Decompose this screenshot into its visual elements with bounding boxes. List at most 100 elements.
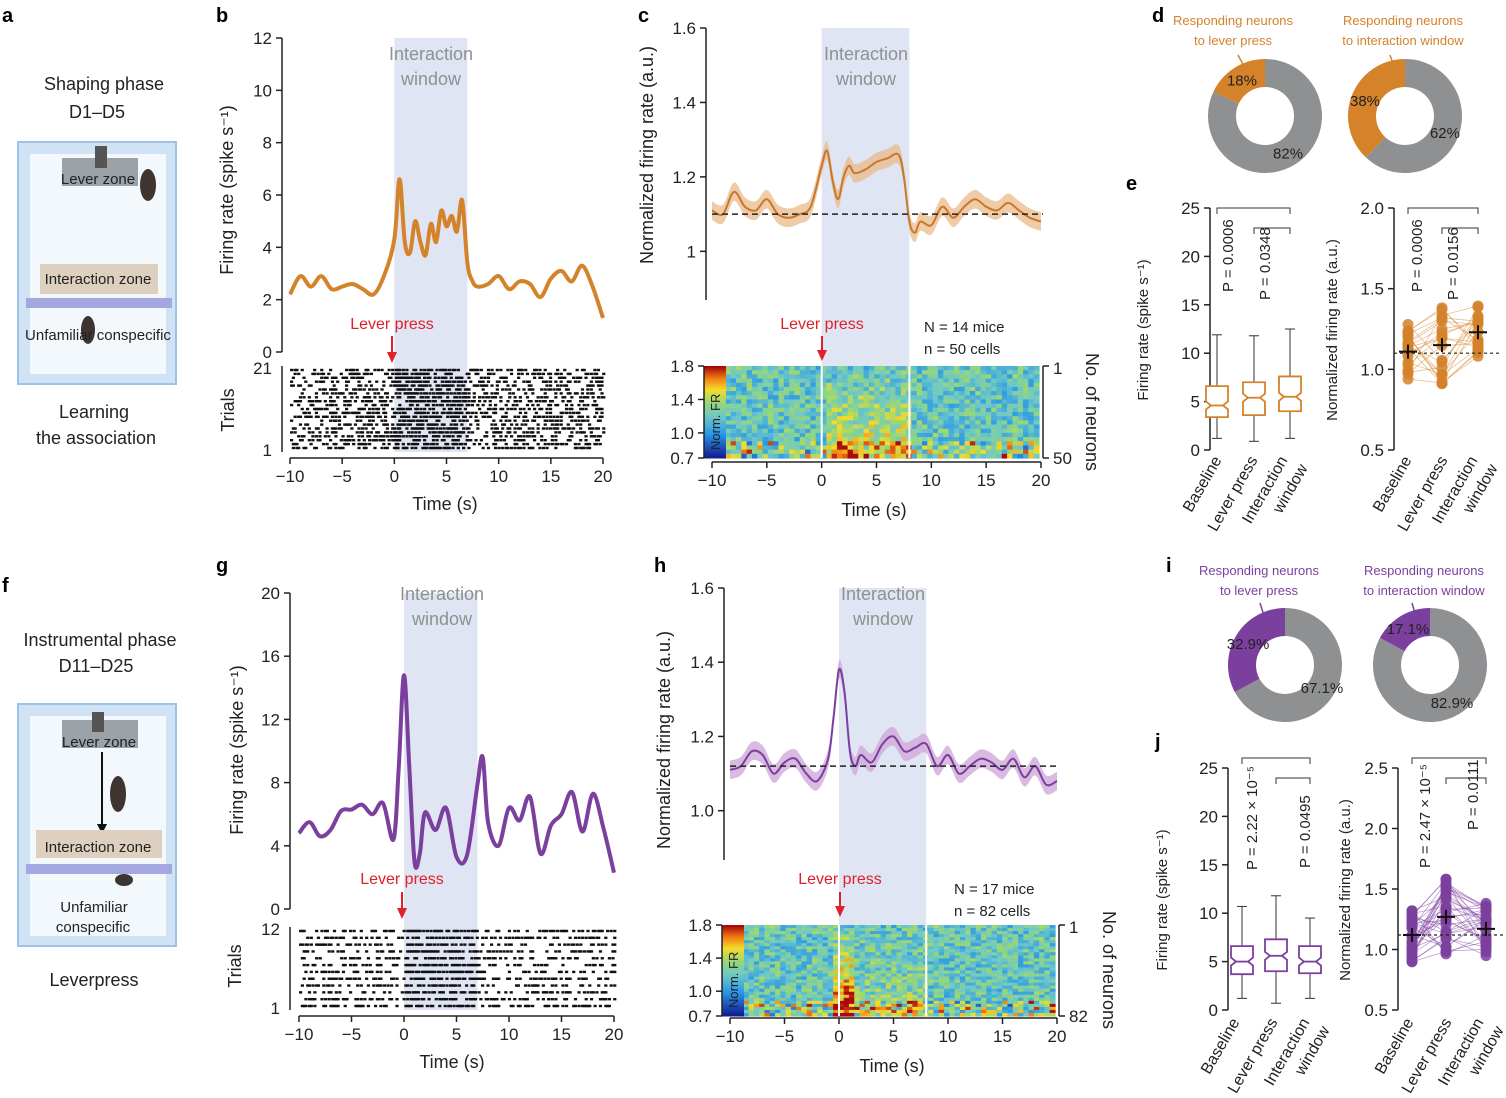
heatmap-cell bbox=[842, 428, 849, 434]
heatmap-cell bbox=[953, 395, 960, 401]
heatmap-cell bbox=[741, 453, 748, 459]
lever-zone-label: Lever zone bbox=[62, 734, 136, 751]
heatmap-cell bbox=[954, 925, 961, 929]
spike-mark bbox=[447, 446, 452, 450]
spike-mark bbox=[589, 384, 593, 387]
heatmap-cell bbox=[953, 420, 960, 426]
heatmap-cell bbox=[794, 399, 801, 405]
heatmap-cell bbox=[806, 946, 813, 950]
heatmap-cell bbox=[891, 961, 898, 966]
spike-mark bbox=[419, 388, 423, 391]
heatmap-cell bbox=[879, 437, 886, 442]
spike-mark bbox=[476, 419, 480, 422]
spike-mark bbox=[293, 368, 297, 372]
heatmap-cell bbox=[843, 961, 850, 966]
spike-mark bbox=[357, 388, 361, 391]
interaction-label-2: window bbox=[852, 609, 914, 629]
heatmap-cell bbox=[780, 940, 787, 944]
heatmap-cell bbox=[848, 952, 855, 956]
heatmap-cell bbox=[773, 420, 780, 426]
heatmap-cell bbox=[1028, 374, 1035, 380]
x-axis-label: Time (s) bbox=[419, 1052, 484, 1072]
spike-mark bbox=[470, 963, 474, 967]
heatmap-cell bbox=[870, 949, 876, 953]
spike-mark bbox=[332, 419, 336, 422]
heatmap-cell bbox=[785, 937, 792, 941]
heatmap-cell bbox=[1018, 961, 1024, 966]
heatmap-cell bbox=[767, 441, 774, 447]
heatmap-cell bbox=[1033, 374, 1040, 380]
spike-mark bbox=[552, 1004, 556, 1008]
heatmap-cell bbox=[822, 961, 829, 966]
spike-mark bbox=[465, 403, 469, 407]
heatmap-cell bbox=[810, 382, 817, 388]
spike-mark bbox=[531, 403, 535, 407]
spike-mark bbox=[373, 403, 377, 407]
spike-mark bbox=[388, 929, 392, 933]
spike-mark bbox=[417, 427, 421, 430]
spike-mark bbox=[509, 423, 514, 426]
donut2-title-1: Responding neurons bbox=[1343, 13, 1463, 28]
heatmap-cell bbox=[842, 449, 849, 455]
heatmap-cell bbox=[1012, 412, 1019, 417]
heatmap-cell bbox=[975, 449, 982, 455]
spike-mark bbox=[470, 936, 474, 940]
spike-mark bbox=[449, 431, 453, 434]
heatmap-cell bbox=[981, 952, 987, 956]
heatmap-cell bbox=[730, 449, 737, 455]
heatmap-cell bbox=[743, 949, 750, 953]
heatmap-cell bbox=[1012, 403, 1019, 409]
heatmap-cell bbox=[1001, 407, 1008, 413]
spike-mark bbox=[561, 442, 565, 446]
heatmap-cell bbox=[912, 949, 919, 953]
heatmap-cell bbox=[980, 378, 987, 384]
spike-mark bbox=[440, 997, 444, 1001]
heatmap-cell bbox=[842, 416, 849, 421]
heatmap-cell bbox=[794, 403, 801, 409]
spike-mark bbox=[489, 943, 494, 946]
spike-mark bbox=[531, 388, 535, 391]
spike-mark bbox=[465, 936, 469, 940]
spike-mark bbox=[446, 380, 450, 383]
spike-mark bbox=[441, 936, 445, 940]
spike-mark bbox=[492, 419, 496, 422]
spike-mark bbox=[513, 380, 517, 383]
tick-label: 0 bbox=[399, 1025, 408, 1044]
spike-mark bbox=[456, 368, 460, 372]
heatmap-cell bbox=[1033, 386, 1040, 392]
spike-mark bbox=[431, 431, 436, 434]
spike-mark bbox=[564, 407, 569, 411]
heatmap-cell bbox=[778, 432, 785, 438]
heatmap-cell bbox=[801, 964, 808, 969]
spike-mark bbox=[509, 943, 513, 946]
spike-mark bbox=[563, 427, 567, 430]
spike-mark bbox=[414, 427, 418, 430]
heatmap-cell bbox=[1017, 391, 1024, 396]
heatmap-cell bbox=[783, 386, 790, 392]
heatmap-cell bbox=[852, 399, 859, 405]
spike-mark bbox=[470, 970, 474, 974]
spike-mark bbox=[318, 943, 322, 946]
spike-mark bbox=[595, 372, 599, 376]
spike-mark bbox=[448, 1004, 453, 1008]
spike-mark bbox=[431, 963, 435, 967]
spike-mark bbox=[412, 419, 416, 422]
spike-mark bbox=[423, 957, 428, 960]
spike-mark bbox=[419, 392, 423, 395]
spike-mark bbox=[556, 427, 560, 430]
spike-mark bbox=[344, 423, 349, 426]
spike-mark bbox=[363, 997, 367, 1001]
spike-mark bbox=[469, 415, 473, 418]
colorbar-segment bbox=[704, 437, 726, 441]
spike-mark bbox=[577, 415, 581, 418]
heatmap-cell bbox=[1012, 943, 1019, 947]
heatmap-cell bbox=[937, 441, 944, 447]
heatmap-cell bbox=[1007, 420, 1014, 426]
heatmap-cell bbox=[801, 934, 808, 938]
spike-mark bbox=[556, 403, 560, 407]
spike-mark bbox=[506, 431, 510, 434]
heatmap-cell bbox=[890, 366, 897, 371]
heatmap-cell bbox=[895, 395, 902, 401]
spike-mark bbox=[538, 376, 542, 379]
